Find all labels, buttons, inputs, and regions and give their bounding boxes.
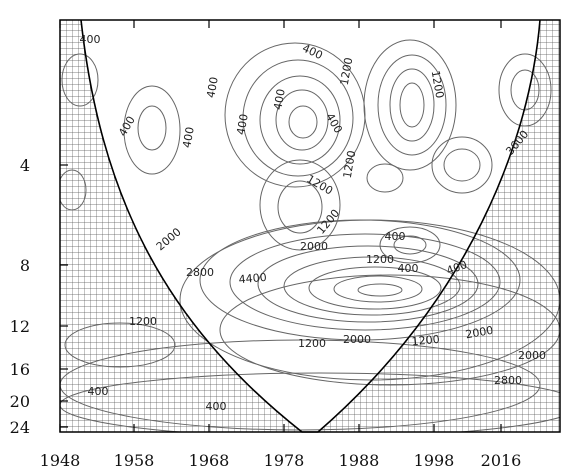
contour-line — [277, 180, 323, 234]
contour-label: 400 — [206, 400, 227, 413]
contour-label: 1200 — [298, 337, 326, 350]
contour-label: 2000 — [464, 324, 494, 342]
plot-frame — [59, 19, 561, 433]
contour-label: 2000 — [518, 349, 546, 362]
contour-line — [259, 75, 341, 165]
contour-line — [60, 169, 87, 211]
y-tick-label: 8 — [20, 256, 30, 275]
contour-label: 2000 — [300, 240, 328, 253]
contour-line — [224, 42, 366, 188]
contour-label: 400 — [398, 262, 419, 275]
x-tick-label: 1968 — [189, 451, 230, 470]
contour-line — [443, 148, 481, 182]
y-tick-label: 16 — [10, 360, 30, 379]
contour-line — [259, 159, 341, 251]
contour-line — [283, 256, 461, 316]
contour-line — [366, 163, 404, 193]
contour-label: 1200 — [429, 69, 447, 99]
contour-line — [61, 53, 99, 107]
contour-line — [357, 283, 403, 297]
y-axis: 4 8 12 16 20 24 — [10, 156, 68, 437]
x-tick-label: 2016 — [481, 451, 522, 470]
contour-label: 400 — [180, 126, 196, 149]
y-tick-label: 12 — [10, 317, 30, 336]
contour-label: 1200 — [366, 253, 394, 266]
contour-lines — [60, 39, 560, 432]
contour-line — [64, 322, 176, 368]
contour-line — [431, 136, 493, 194]
contour-line — [399, 82, 425, 128]
contour-line — [333, 275, 423, 303]
x-tick-label: 1958 — [114, 451, 155, 470]
y-tick-label: 20 — [10, 392, 30, 411]
contour-line — [242, 59, 354, 177]
contour-line — [363, 39, 457, 171]
contour-label: 400 — [204, 76, 220, 99]
contour-label: 400 — [80, 33, 101, 46]
contour-line — [257, 245, 479, 323]
contour-line — [123, 85, 181, 175]
contour-line — [229, 233, 501, 331]
contour-line — [219, 274, 560, 386]
contour-label: 400 — [271, 88, 287, 111]
x-tick-label: 1948 — [40, 451, 81, 470]
x-tick-label: 1998 — [414, 451, 455, 470]
y-tick-label: 4 — [20, 156, 30, 175]
contour-label: 400 — [88, 385, 109, 398]
contour-label: 1200 — [338, 56, 356, 86]
contour-label: 400 — [385, 230, 406, 243]
contour-line — [379, 226, 441, 264]
x-tick-label: 1978 — [264, 451, 305, 470]
contour-line — [288, 105, 318, 139]
x-tick-label: 1988 — [339, 451, 380, 470]
contour-line — [393, 235, 427, 255]
contour-label: 4400 — [238, 271, 267, 286]
contour-line — [389, 68, 435, 142]
contour-label: 1200 — [411, 333, 440, 348]
coi-hatch-right — [318, 20, 560, 432]
contour-label: 400 — [234, 113, 250, 136]
contour-label: 2800 — [494, 374, 522, 387]
contour-line — [179, 219, 560, 381]
contour-label: 2000 — [343, 333, 371, 346]
contour-line — [377, 54, 447, 156]
contour-line — [498, 53, 552, 127]
contour-label: 1200 — [129, 315, 157, 328]
contour-line — [60, 372, 560, 432]
coi-hatch-left — [60, 20, 302, 432]
contour-line — [308, 266, 442, 310]
contour-label: 1200 — [341, 149, 359, 179]
y-tick-label: 24 — [10, 418, 30, 437]
contour-line — [275, 89, 329, 151]
contour-label: 2800 — [186, 266, 214, 279]
x-axis: 1948 1958 1968 1978 1988 1998 2016 — [40, 20, 522, 470]
contour-line — [137, 105, 167, 151]
